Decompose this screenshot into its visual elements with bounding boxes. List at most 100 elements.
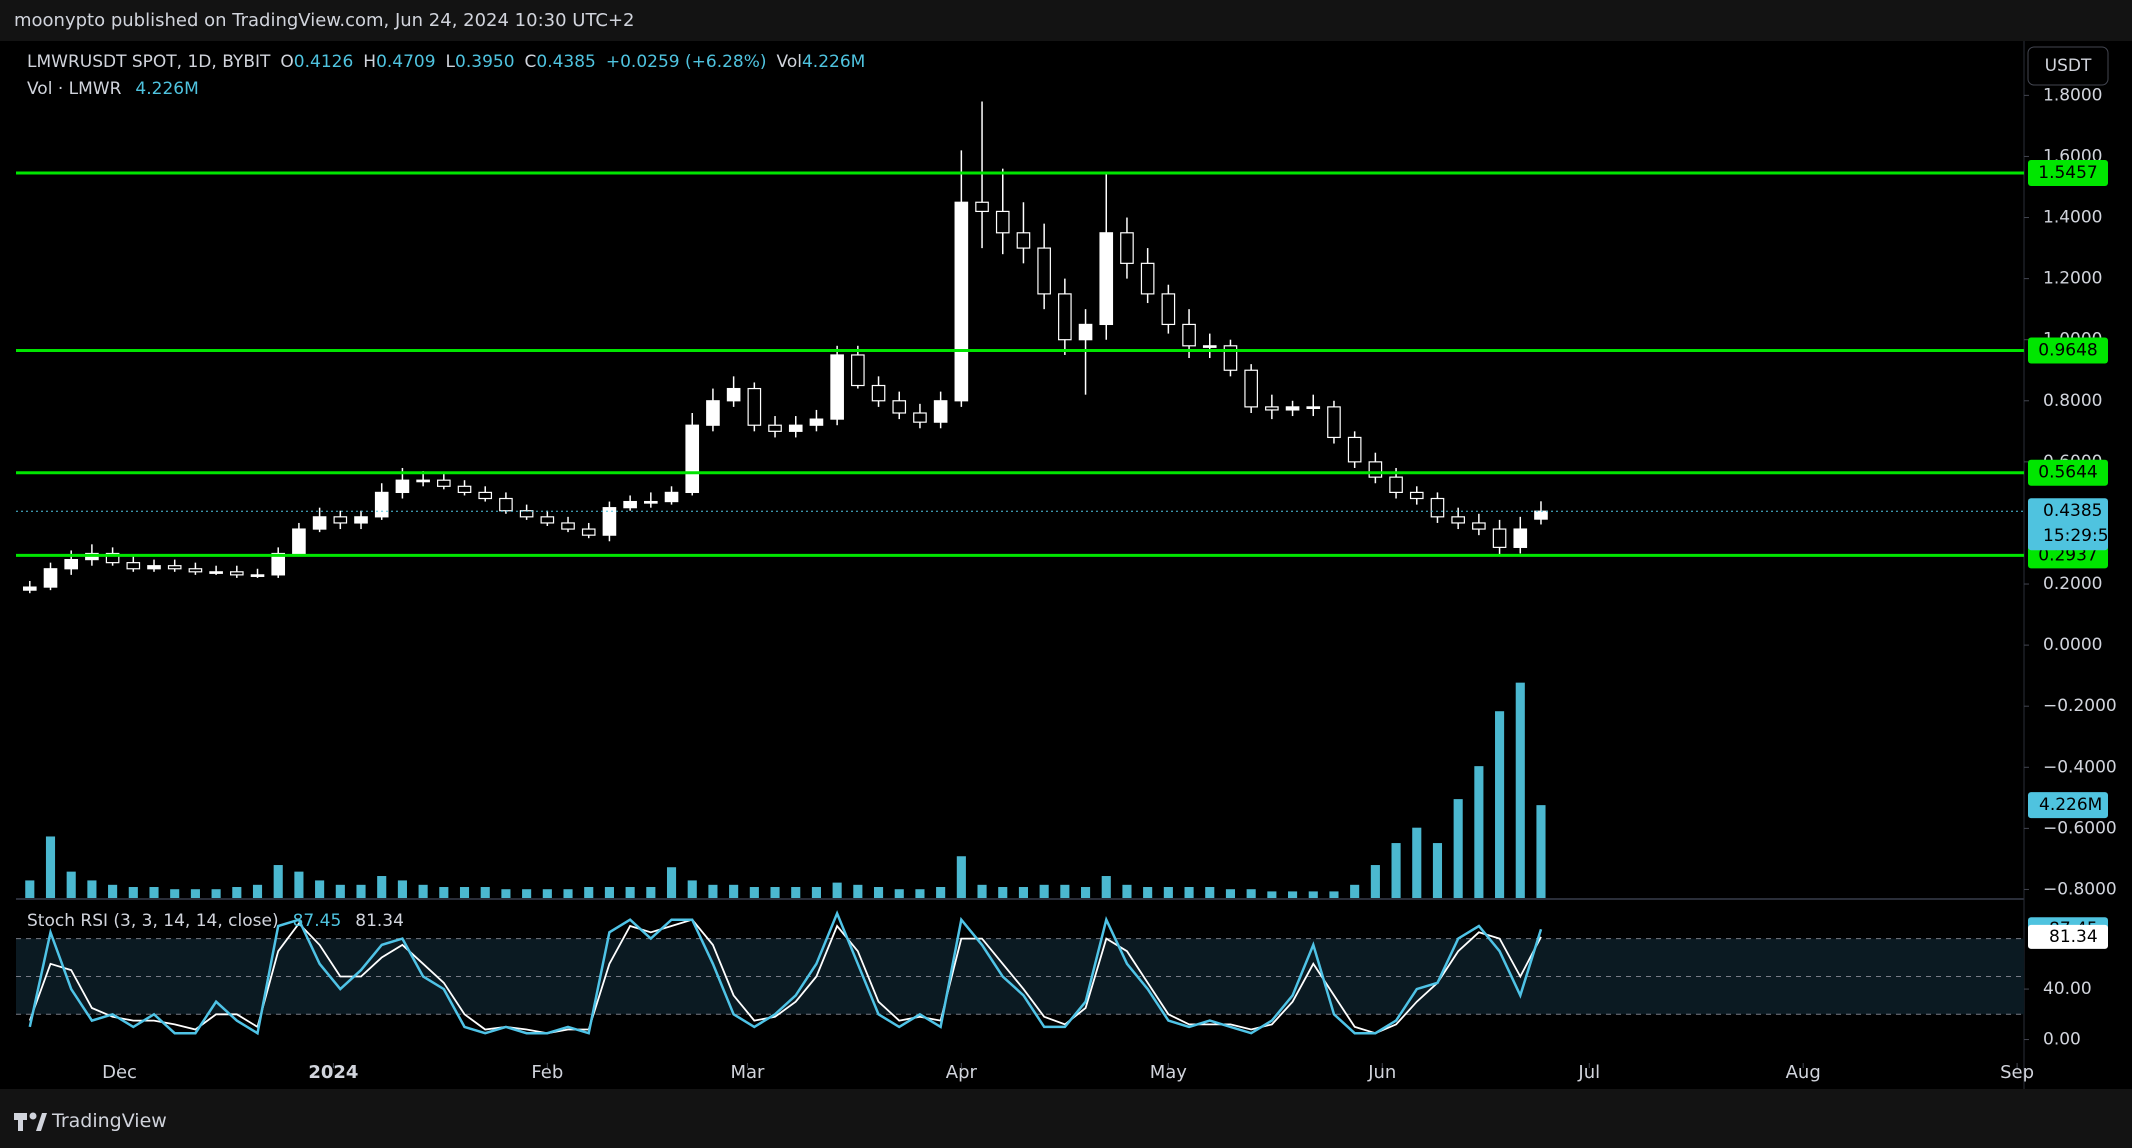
volume-bar bbox=[397, 880, 407, 898]
volume-bar bbox=[335, 884, 345, 898]
ohlc-close: C0.4385 bbox=[525, 52, 596, 72]
volume-bar bbox=[128, 887, 138, 898]
volume-bar bbox=[1039, 884, 1049, 898]
value: 4.226M bbox=[801, 52, 866, 72]
volume-bar bbox=[501, 889, 511, 898]
x-tick-label: 2024 bbox=[308, 1062, 358, 1083]
candle-body bbox=[1120, 232, 1134, 264]
candle-body bbox=[851, 354, 865, 387]
candle-body bbox=[167, 565, 182, 570]
candle-body bbox=[664, 491, 679, 503]
x-tick-label: May bbox=[1150, 1062, 1188, 1083]
candle-body bbox=[1244, 369, 1258, 408]
x-tick-label: Dec bbox=[102, 1062, 137, 1083]
volume-bar bbox=[315, 880, 325, 898]
y-tick-label: 40.00 bbox=[2043, 979, 2092, 999]
candle-body bbox=[1492, 528, 1507, 548]
volume-bar bbox=[252, 884, 263, 898]
candle-body bbox=[126, 562, 141, 570]
y-tick-label: 1.4000 bbox=[2043, 208, 2102, 228]
volume-bar bbox=[542, 889, 552, 898]
ohlc-open: O0.4126 bbox=[280, 52, 353, 72]
volume-bar bbox=[977, 884, 987, 898]
volume-bar bbox=[936, 887, 946, 898]
volume-bar bbox=[1495, 711, 1505, 898]
candle-body bbox=[768, 424, 782, 432]
candle-body bbox=[1058, 293, 1072, 341]
x-tick-label: Feb bbox=[531, 1062, 563, 1083]
candle-body bbox=[1285, 406, 1300, 411]
volume-bar bbox=[708, 884, 718, 898]
letter: H bbox=[363, 52, 377, 72]
volume-bar bbox=[998, 887, 1008, 898]
volume-bar bbox=[584, 887, 594, 898]
volume-bar bbox=[1184, 887, 1194, 898]
y-tick-label: 0.00 bbox=[2043, 1030, 2081, 1050]
candle-body bbox=[499, 497, 513, 512]
currency-label: USDT bbox=[2045, 56, 2092, 76]
currency-button[interactable] bbox=[2027, 46, 2109, 86]
candle-body bbox=[706, 400, 720, 426]
volume-bar bbox=[232, 887, 242, 898]
candle-body bbox=[333, 516, 348, 524]
candle-body bbox=[830, 354, 844, 420]
candle-body bbox=[1265, 406, 1279, 411]
candle-body bbox=[644, 500, 658, 504]
volume-bar bbox=[1225, 889, 1236, 898]
y-tick-label: 0.2000 bbox=[2043, 574, 2102, 594]
x-tick-label: Sep bbox=[2000, 1062, 2034, 1083]
y-tick-label: 1.2000 bbox=[2043, 269, 2102, 289]
candle-body bbox=[1037, 247, 1051, 295]
vol: Vol4.226M bbox=[777, 52, 866, 72]
volume-label: 4.226M bbox=[2039, 795, 2102, 815]
volume-bar bbox=[1432, 843, 1443, 898]
level-label: 0.9648 bbox=[2038, 340, 2097, 360]
volume-bar bbox=[749, 887, 759, 898]
current-price-box bbox=[2028, 498, 2108, 551]
value: 0.3950 bbox=[455, 52, 515, 72]
candle-body bbox=[437, 479, 451, 487]
volume-bar bbox=[377, 876, 387, 898]
x-tick-label: Jul bbox=[1577, 1062, 1600, 1083]
candle-body bbox=[747, 387, 762, 426]
countdown: 15:29:56 bbox=[2043, 526, 2119, 546]
stoch-k-value: 87.45 bbox=[292, 911, 342, 931]
volume-bar bbox=[1536, 805, 1546, 898]
volume-bar bbox=[1080, 887, 1091, 898]
stoch-title: Stoch RSI (3, 3, 14, 14, close) bbox=[27, 911, 279, 931]
volume-bar bbox=[1453, 799, 1463, 898]
volume-bar bbox=[459, 887, 470, 898]
volume-bar bbox=[418, 884, 428, 898]
stoch-legend: Stoch RSI (3, 3, 14, 14, close) 87.45 81… bbox=[27, 911, 404, 931]
candle-body bbox=[871, 384, 886, 402]
brand: TradingView bbox=[52, 1110, 167, 1132]
candle-body bbox=[478, 491, 493, 500]
value: 0.4709 bbox=[376, 52, 436, 72]
volume-bar bbox=[894, 889, 904, 898]
volume-bar bbox=[1391, 843, 1401, 898]
candle-body bbox=[913, 412, 927, 423]
candle-body bbox=[1409, 491, 1424, 500]
level-label-box bbox=[2028, 337, 2108, 364]
candle-body bbox=[1327, 406, 1341, 439]
volume-label-box bbox=[2028, 792, 2108, 819]
volume-bar bbox=[625, 887, 635, 898]
volume-bar bbox=[1412, 827, 1422, 898]
level-label: 0.5644 bbox=[2038, 463, 2097, 483]
candle-body bbox=[64, 558, 79, 570]
candle-body bbox=[1347, 436, 1362, 463]
candle-body bbox=[292, 528, 306, 555]
candle-body bbox=[540, 516, 555, 524]
current-price-label: 0.4385 bbox=[2043, 501, 2102, 521]
volume-bar bbox=[45, 836, 56, 898]
stoch-k-line bbox=[28, 910, 1543, 1036]
volume-bar bbox=[294, 871, 304, 898]
candle-body bbox=[416, 479, 430, 483]
volume-bar bbox=[356, 884, 366, 898]
tradingview-logo bbox=[14, 1112, 47, 1131]
stoch-d-label-box bbox=[2028, 924, 2108, 949]
volume-bar bbox=[1205, 887, 1215, 898]
volume-bar bbox=[832, 882, 842, 898]
value: 0.4126 bbox=[293, 52, 354, 72]
